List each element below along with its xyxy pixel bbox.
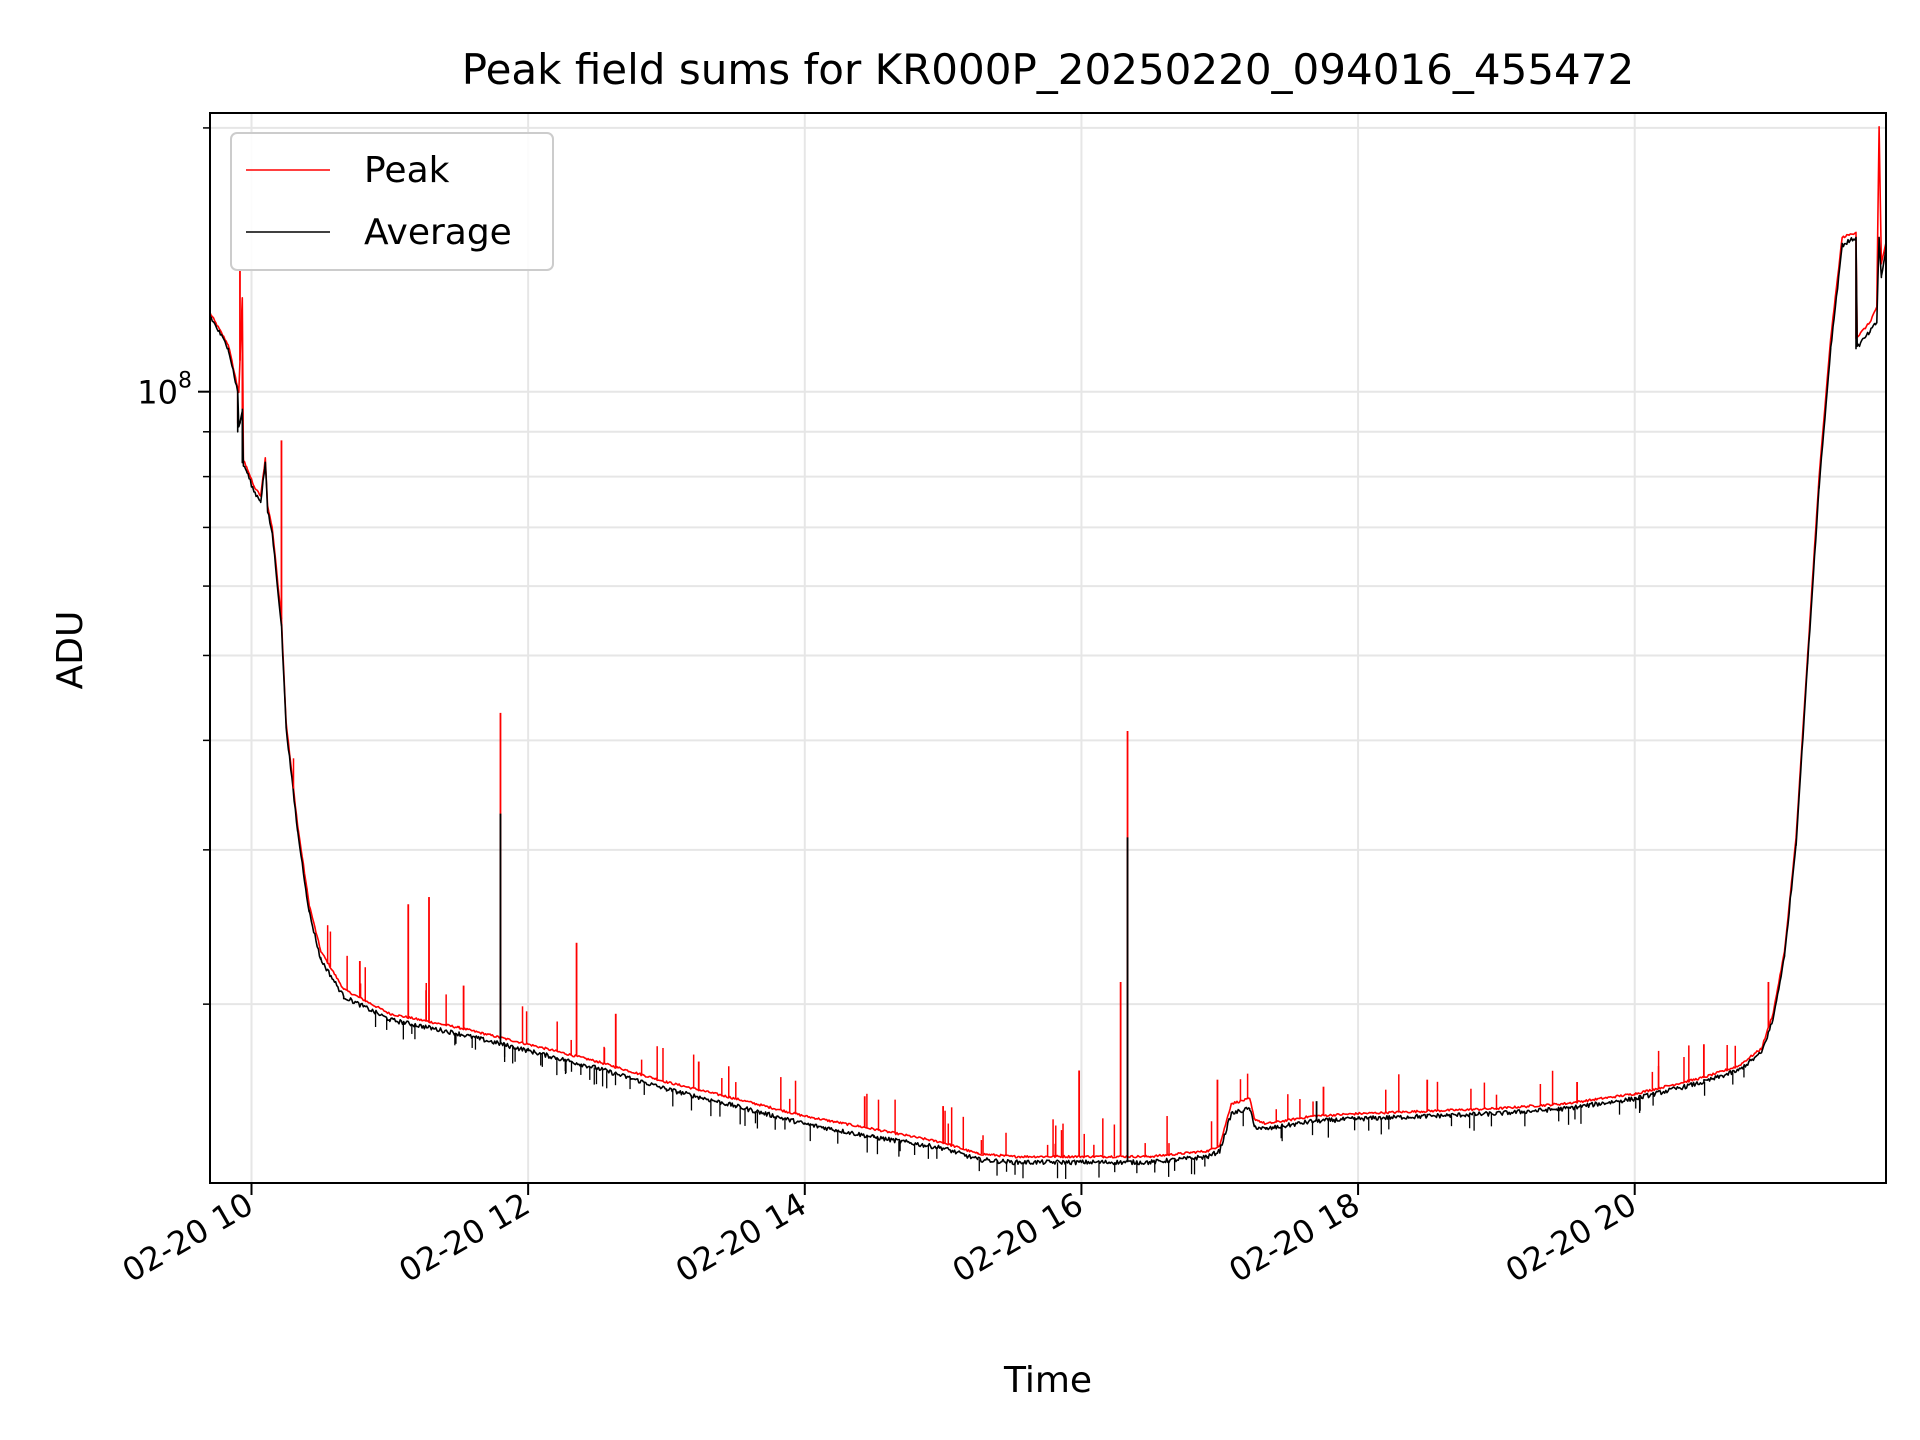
chart-title: Peak field sums for KR000P_20250220_0940… <box>462 45 1634 94</box>
legend-label-peak: Peak <box>364 150 450 191</box>
y-tick-label: 108 <box>137 369 192 412</box>
series-line-average <box>209 236 1887 1166</box>
y-axis-label: ADU <box>50 611 91 690</box>
series-layer <box>209 126 1887 1179</box>
x-axis-label: Time <box>1003 1360 1092 1401</box>
series-line-peak <box>209 126 1887 1159</box>
legend-box <box>230 132 554 271</box>
legend: Peak Average <box>230 132 554 271</box>
y-tick-label-exponent: 8 <box>178 369 192 394</box>
plot-frame <box>209 112 1887 1184</box>
y-tick-label-base: 10 <box>137 374 178 412</box>
legend-label-average: Average <box>364 212 512 253</box>
grid <box>210 113 1886 1183</box>
